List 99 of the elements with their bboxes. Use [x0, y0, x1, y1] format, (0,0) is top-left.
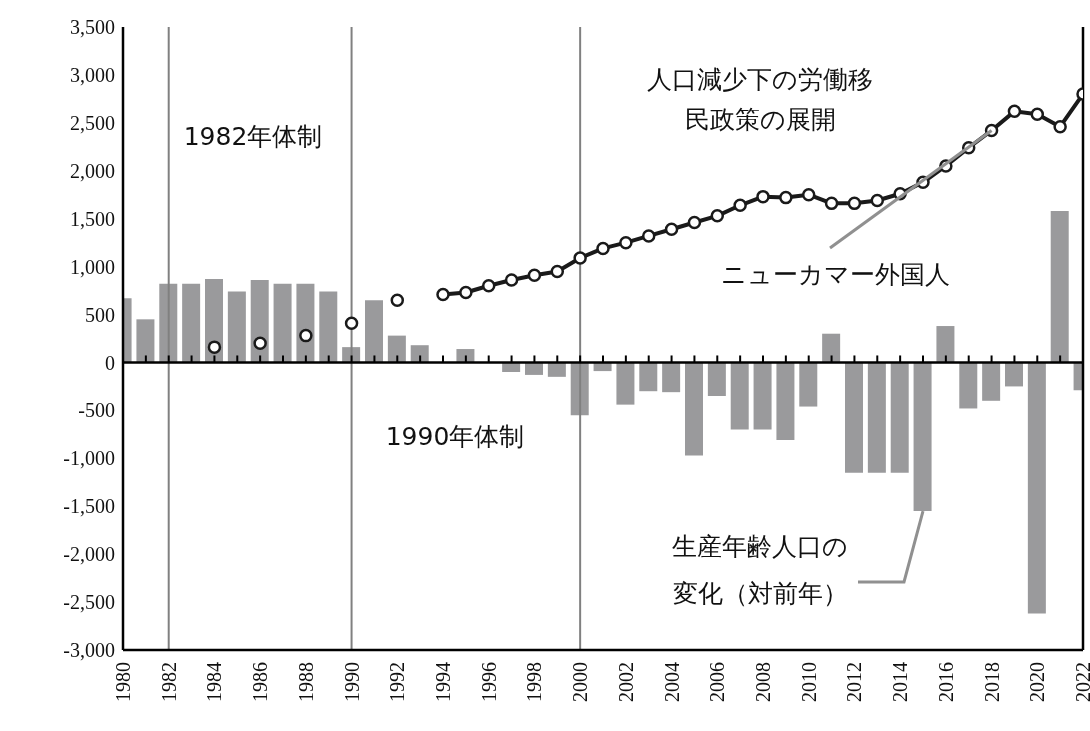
x-tick-label: 1986: [249, 662, 272, 702]
point: [390, 293, 405, 307]
x-tick-label: 2004: [660, 662, 683, 702]
point: [687, 215, 702, 230]
bar: [1050, 211, 1069, 363]
bar: [616, 362, 635, 405]
x-tick-label: 2008: [752, 662, 774, 702]
point: [550, 264, 565, 279]
x-tick-label: 2000: [569, 662, 592, 702]
y-tick-label: 0: [105, 351, 115, 374]
x-tick-label: 2022: [1072, 662, 1090, 702]
y-tick-label: 1,500: [70, 207, 115, 230]
y-tick-label: -500: [78, 399, 115, 422]
bar: [959, 362, 978, 409]
y-tick-label: -1,000: [63, 447, 115, 470]
x-tick-label: 1990: [340, 662, 363, 702]
bar: [136, 319, 155, 363]
bar: [205, 279, 223, 363]
bar: [639, 362, 658, 392]
x-tick-label: 2018: [980, 662, 1003, 702]
point: [619, 235, 633, 250]
annotation: 1990年体制: [385, 422, 525, 451]
bar: [707, 362, 726, 397]
x-tick-label: 2012: [843, 662, 866, 702]
bar: [662, 362, 681, 393]
bar: [250, 280, 269, 363]
point: [573, 251, 587, 265]
y-tick-label: 500: [85, 303, 115, 326]
bar: [799, 362, 818, 407]
point: [641, 229, 656, 243]
x-tick-label: 2016: [934, 662, 957, 702]
point: [870, 193, 885, 208]
annotation: ニューカマー外国人: [720, 260, 950, 289]
point: [436, 287, 450, 302]
bar: [822, 333, 841, 363]
bar: [227, 291, 246, 363]
point: [1030, 107, 1045, 121]
annotation: 生産年齢人口の変化（対前年）: [672, 532, 848, 608]
bar: [387, 335, 406, 363]
x-tick-label: 1998: [523, 662, 546, 702]
point: [344, 316, 359, 330]
x-tick-label: 2020: [1026, 662, 1049, 702]
y-tick-label: 1,000: [70, 255, 115, 278]
x-tick-label: 1994: [432, 662, 454, 702]
point: [756, 189, 770, 204]
x-tick-label: 1980: [112, 662, 134, 702]
point: [459, 285, 473, 300]
point: [504, 273, 519, 287]
point: [299, 328, 313, 343]
bar: [685, 362, 703, 456]
x-tick-label: 1984: [203, 662, 226, 702]
point: [801, 187, 816, 202]
x-tick-label: 2006: [706, 662, 729, 702]
y-tick-label: 2,000: [70, 159, 115, 182]
y-tick-label: -2,500: [63, 591, 115, 614]
bar: [182, 283, 201, 363]
y-tick-label: 3,500: [70, 16, 115, 39]
point: [481, 279, 496, 293]
x-tick-label: 2010: [797, 662, 820, 702]
x-tick-label: 1992: [386, 662, 409, 702]
y-tick-label: -3,000: [63, 639, 115, 662]
bar: [319, 291, 338, 363]
point: [253, 336, 267, 351]
x-tick-label: 1988: [294, 662, 317, 702]
point: [733, 198, 747, 213]
point: [207, 340, 222, 354]
annotation: 1982年体制: [183, 122, 323, 151]
bar: [845, 362, 863, 473]
bar: [867, 362, 886, 473]
x-tick-label: 1982: [157, 662, 180, 702]
bar: [1027, 362, 1046, 614]
bar: [365, 300, 383, 363]
x-tick-label: 2002: [614, 662, 637, 702]
annotation: 人口減少下の労働移民政策の展開: [647, 65, 873, 134]
point: [779, 190, 793, 205]
bar: [753, 362, 772, 430]
point: [1053, 119, 1067, 134]
point: [824, 196, 839, 211]
bar: [982, 362, 1001, 401]
y-tick-label: 2,500: [70, 111, 115, 134]
y-tick-label: -1,500: [63, 495, 115, 518]
y-tick-label: -2,000: [63, 543, 115, 566]
point: [596, 241, 610, 256]
bar: [730, 362, 749, 430]
bar: [1005, 362, 1023, 387]
bar: [890, 362, 909, 473]
bar: [273, 283, 292, 363]
point: [847, 196, 862, 211]
bar: [913, 362, 932, 512]
point: [710, 209, 725, 223]
x-tick-label: 2014: [889, 662, 912, 702]
bar: [547, 362, 566, 377]
point: [664, 222, 679, 236]
bar: [936, 326, 955, 363]
point: [1007, 104, 1022, 119]
point: [527, 268, 542, 282]
x-tick-label: 1996: [477, 662, 500, 702]
bar: [776, 362, 795, 441]
y-tick-label: 3,000: [70, 64, 115, 87]
